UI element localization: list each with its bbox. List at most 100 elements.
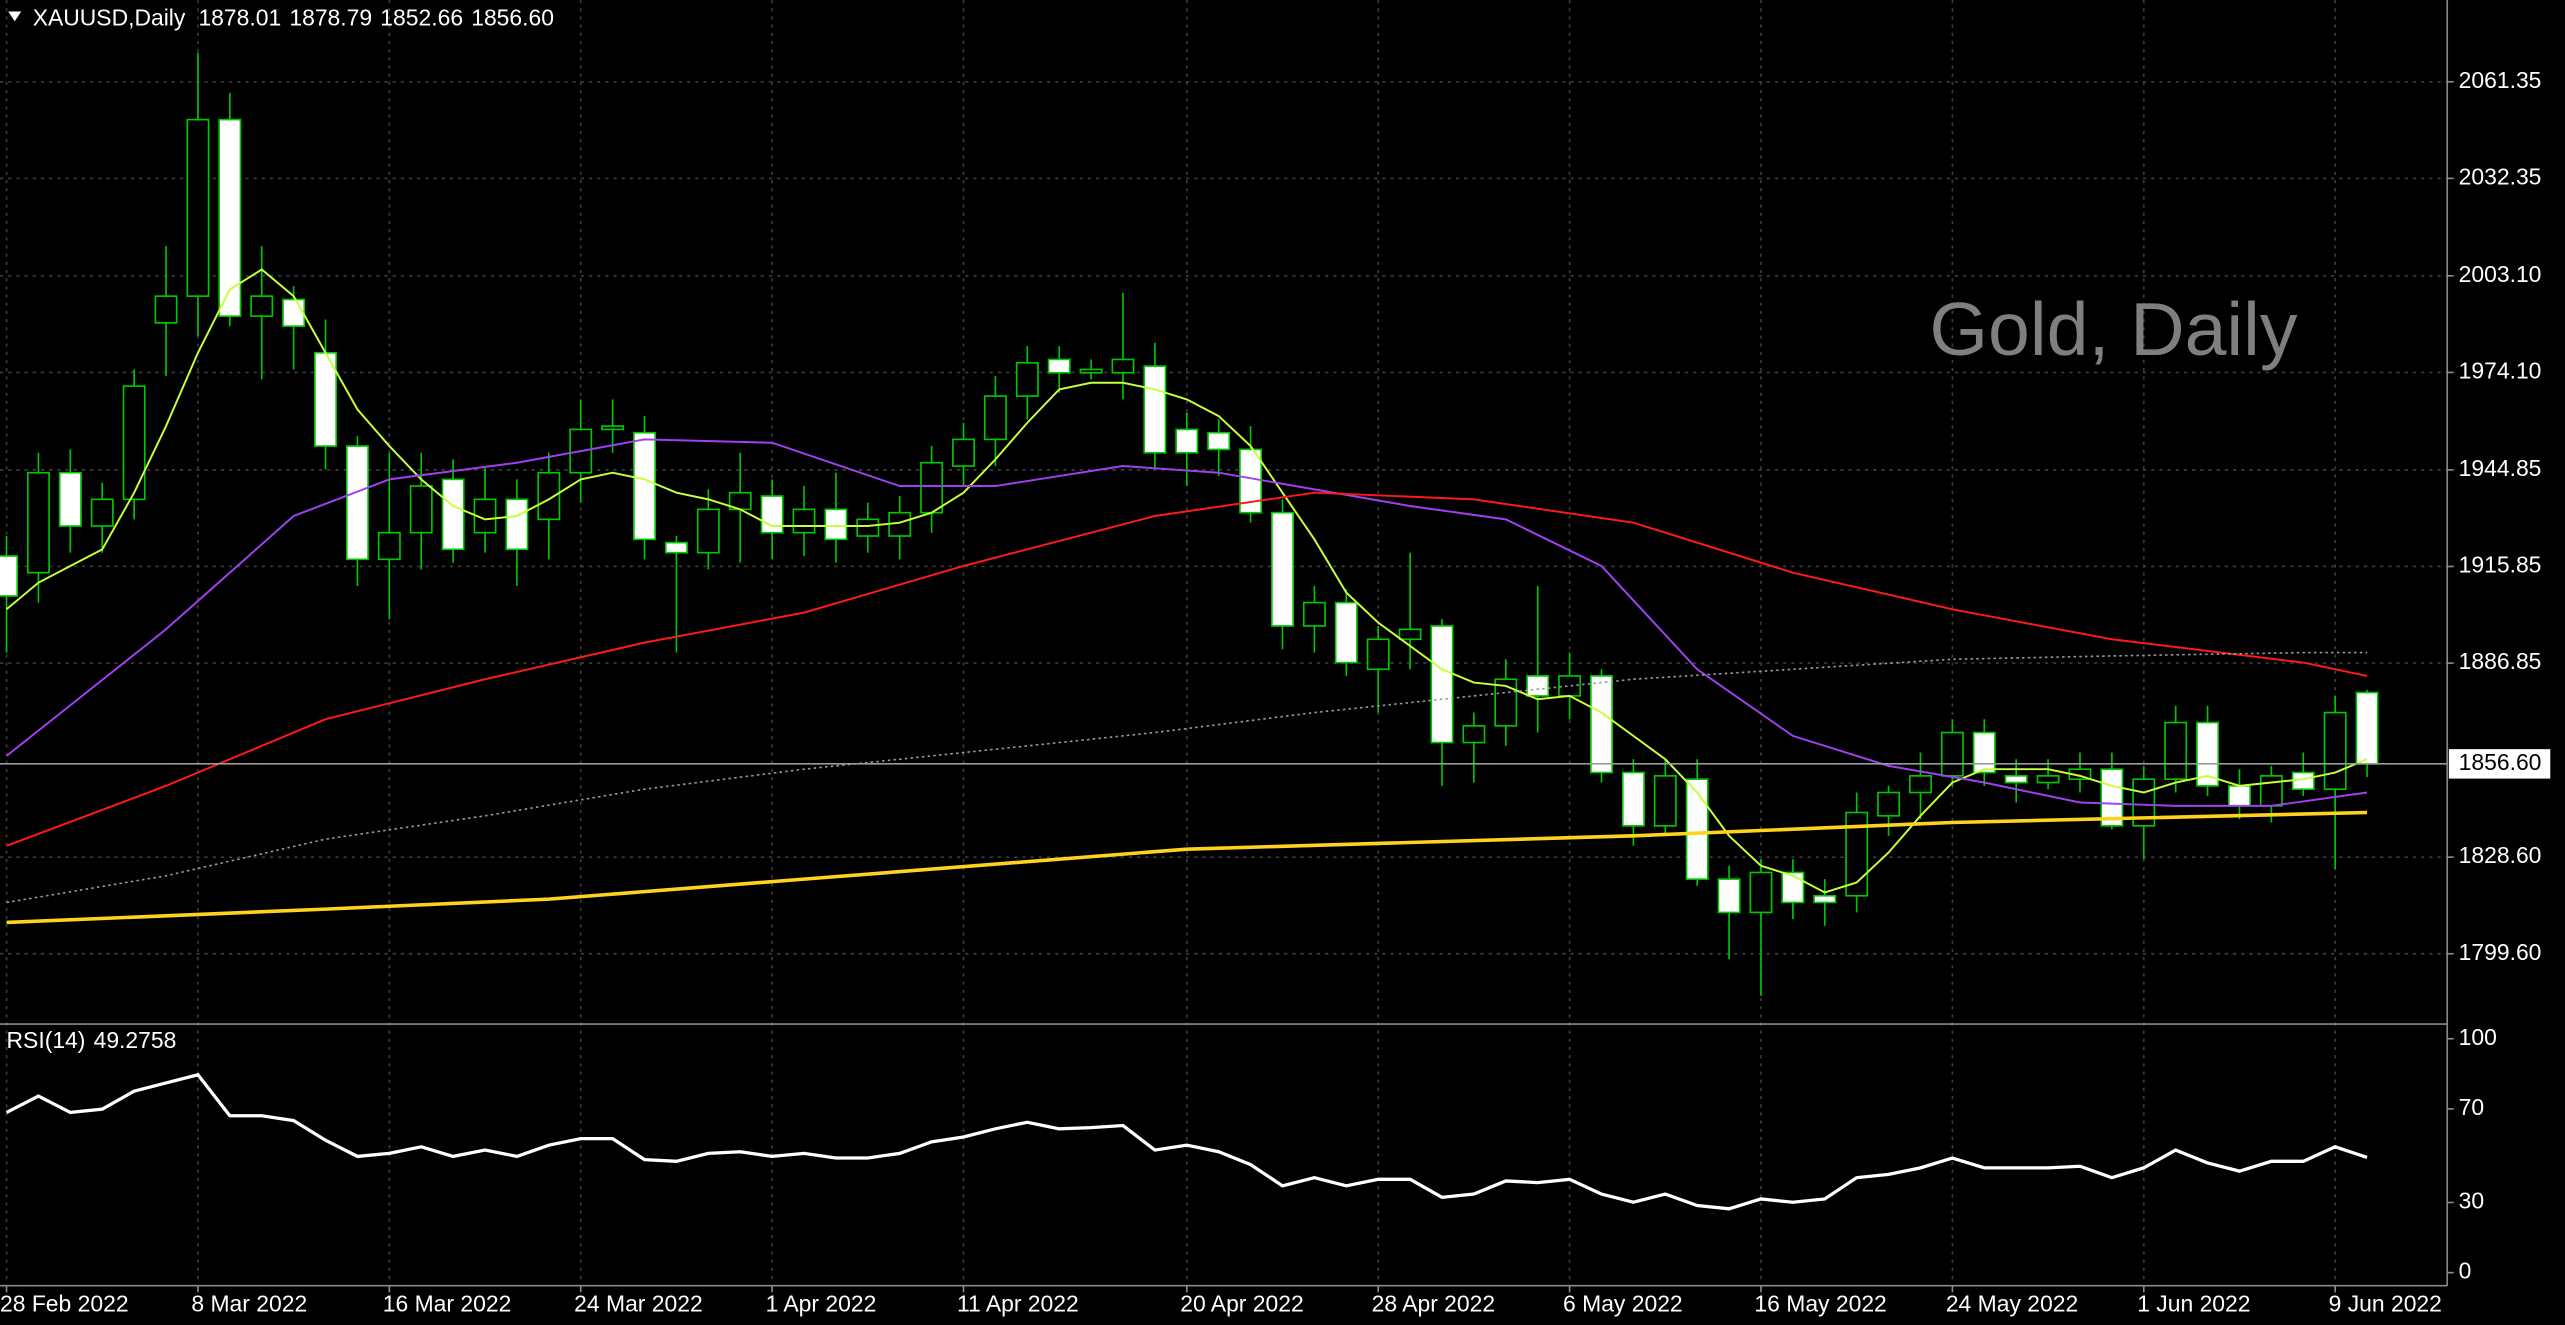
candle-body [218,118,242,317]
y-tick-label: 1974.10 [2459,357,2542,383]
candle-body [2259,775,2283,807]
symbol-header: XAUUSD,Daily 1878.01 1878.79 1852.66 1856.60 [33,5,554,31]
x-tick-label: 20 Apr 2022 [1180,1290,1303,1316]
candle-body [2323,711,2347,791]
candle-body [1430,625,1454,744]
moving-average-line [5,438,2368,807]
candle-body [1175,428,1199,454]
x-tick-label: 24 Mar 2022 [574,1290,703,1316]
candle-body [2228,785,2251,807]
candle-body [282,298,306,327]
candle-body [186,118,210,297]
candle-body [952,438,975,467]
x-tick-label: 28 Feb 2022 [0,1290,129,1316]
candle-body [505,498,529,551]
candle-body [1621,771,1645,827]
candle-body [90,498,114,527]
candle-body [1972,731,1996,774]
candle-body [1366,638,1390,671]
y-tick-label: 1886.85 [2459,648,2542,674]
candle-body [1462,725,1486,744]
moving-average-line [6,491,2368,847]
candle-body [154,295,178,324]
candle-body [1590,675,1613,774]
x-tick-label: 9 Jun 2022 [2329,1290,2442,1316]
candle-body [1494,678,1518,727]
candle-body [377,531,401,561]
x-tick-label: 28 Apr 2022 [1372,1290,1495,1316]
candle-body [2164,721,2188,781]
symbol-title: XAUUSD,Daily [33,5,186,31]
candle-body [1717,878,1741,914]
rsi-line [5,1072,2368,1211]
x-tick-label: 6 May 2022 [1563,1290,1683,1316]
candle-body [760,495,784,534]
candle-body [26,471,50,574]
candle-body [1845,811,1869,897]
candle-body [856,518,880,537]
candle-body [2004,775,2028,784]
y-tick-label: 1915.85 [2459,552,2542,578]
candle-body [824,508,848,541]
candle-body [601,425,625,431]
high-value: 1878.79 [289,5,372,31]
y-tick-label: 1799.60 [2459,939,2542,965]
candle-body [1940,731,1964,777]
candle-body [409,485,433,534]
candle-body [1047,358,1071,374]
candle-body [1111,358,1135,374]
candle-body [250,295,274,317]
candle-body [1015,361,1039,397]
close-value: 1856.60 [471,5,554,31]
candle-body [2036,775,2060,784]
y-tick-label: 30 [2459,1188,2484,1214]
candle-body [2355,691,2379,765]
candle-body [633,431,656,541]
candle-body [920,461,944,514]
candle-body [473,498,497,534]
x-tick-label: 16 May 2022 [1754,1290,1886,1316]
watermark: Gold, Daily [1930,287,2298,371]
candle-body [1271,511,1294,627]
candle-body [1877,791,1901,817]
y-tick-label: 70 [2459,1094,2484,1120]
candle-body [983,395,1007,441]
candle-body [664,541,688,554]
candle-body [537,471,561,521]
x-tick-label: 11 Apr 2022 [957,1290,1079,1316]
candle-body [1749,871,1773,914]
last-price-label: 1856.60 [2459,749,2542,775]
candle-body [1526,675,1550,697]
candle-body [441,478,465,551]
y-tick-label: 1828.60 [2459,842,2542,868]
y-tick-label: 2032.35 [2459,163,2542,189]
collapse-icon[interactable] [8,11,22,22]
x-tick-label: 1 Apr 2022 [766,1290,877,1316]
y-tick-label: 100 [2459,1024,2497,1050]
plot-area [0,52,2448,1211]
low-value: 1852.66 [380,5,463,31]
rsi-header: RSI(14) 49.2758 [7,1027,177,1053]
y-tick-label: 2003.10 [2459,261,2542,287]
x-tick-label: 1 Jun 2022 [2137,1290,2250,1316]
candle-body [1079,368,1103,374]
candle-body [792,508,816,534]
candle-body [2196,721,2220,787]
candle-body [696,508,720,554]
candle-body [1653,775,1677,827]
moving-average-line [6,810,2368,925]
candle-body [58,471,82,527]
x-tick-label: 16 Mar 2022 [383,1290,512,1316]
y-tick-label: 0 [2459,1258,2472,1284]
candle-body [1909,775,1932,794]
last-price-box [2448,749,2551,779]
grid [0,0,2448,1285]
rsi-title: RSI(14) [7,1027,86,1053]
candle-body [1207,431,1231,451]
candle-body [345,445,369,561]
x-tick-label: 24 May 2022 [1946,1290,2078,1316]
candle-body [1334,601,1358,664]
candle-body [1781,871,1805,904]
